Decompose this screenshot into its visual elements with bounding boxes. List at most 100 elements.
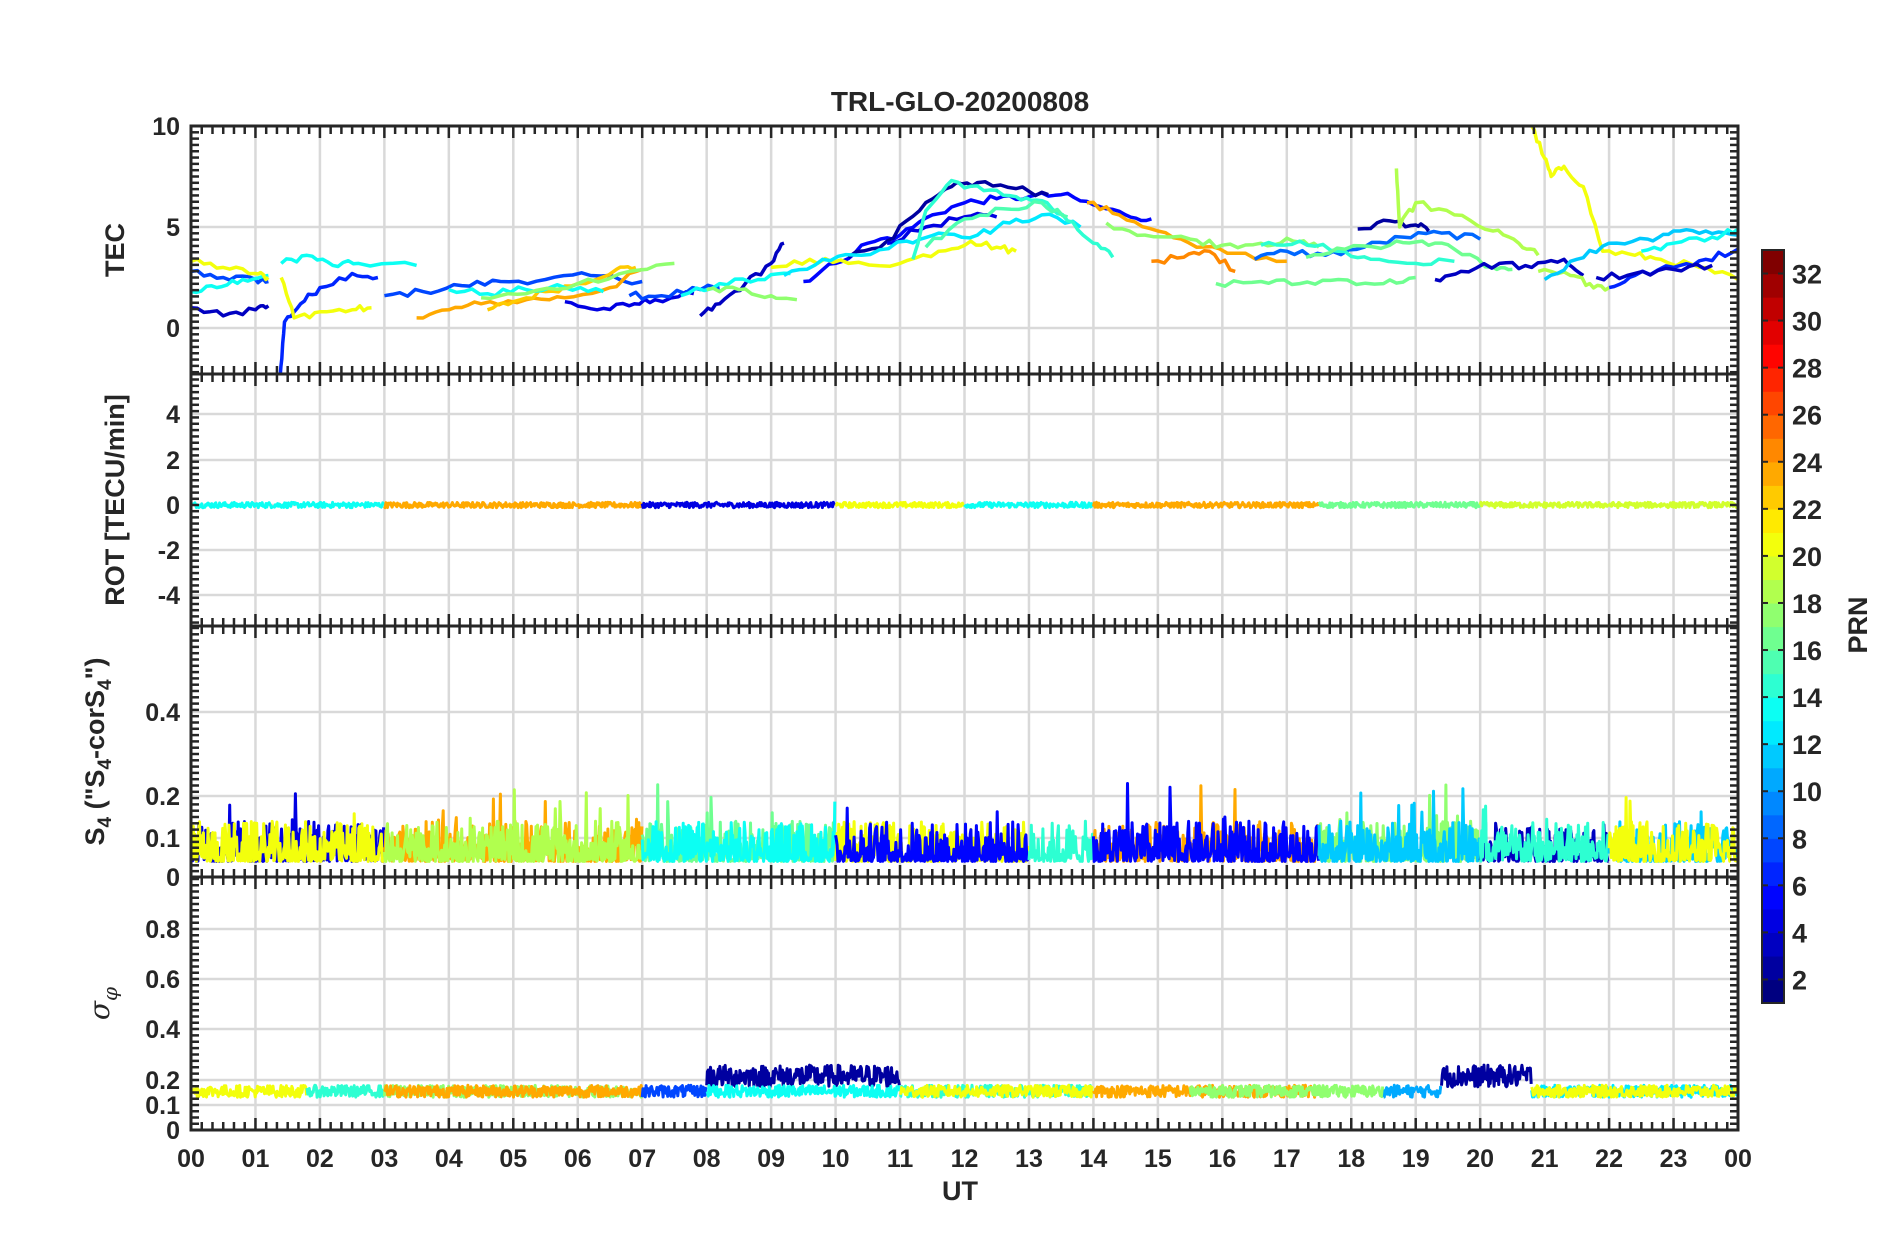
tec-series-prn-5 <box>803 191 1152 284</box>
colorbar-tick-label: 30 <box>1792 307 1822 337</box>
colorbar-band <box>1762 932 1784 957</box>
noise-series-prn-19 <box>1478 500 1738 510</box>
tec-series-prn-3 <box>1595 262 1713 282</box>
colorbar-band <box>1762 579 1784 604</box>
x-tick-label: 10 <box>822 1145 850 1173</box>
noise-series-prn-14 <box>305 1083 386 1099</box>
y-tick-label: 5 <box>166 214 180 242</box>
x-tick-label: 23 <box>1660 1145 1688 1173</box>
y-axis-label: S4 ("S4-corS4") <box>80 658 116 846</box>
x-tick-label: 15 <box>1144 1145 1172 1173</box>
colorbar-band <box>1762 908 1784 934</box>
y-tick-label: 0.1 <box>145 1092 180 1120</box>
colorbar-band <box>1762 532 1784 557</box>
x-tick-label: 02 <box>306 1145 334 1173</box>
noise-series-prn-2 <box>705 1063 901 1089</box>
s4-panel: 0.4 0.2 0.1 0 S4 ("S4-corS4") <box>80 624 1740 892</box>
x-tick-label: 17 <box>1273 1145 1301 1173</box>
y-tick-label: 0.8 <box>145 916 180 944</box>
x-tick-label: 21 <box>1531 1145 1559 1173</box>
tec-series-prn-17 <box>706 285 798 302</box>
y-tick-label: -2 <box>158 537 180 565</box>
noise-series-prn-16 <box>1317 500 1482 510</box>
y-tick-label: 0.2 <box>145 1067 180 1095</box>
y-minor-ticks <box>191 124 1738 374</box>
tec-series-prn-6 <box>278 271 379 374</box>
x-minor-ticks <box>200 374 1729 626</box>
colorbar-band <box>1762 673 1784 698</box>
x-tick-label: 18 <box>1337 1145 1365 1173</box>
colorbar-band <box>1762 814 1784 839</box>
y-axis-label: ROT [TECU/min] <box>100 394 130 605</box>
y-tick-label: 0 <box>166 1117 180 1145</box>
colorbar-tick-label: 28 <box>1792 354 1822 384</box>
tec-series-prn-13 <box>191 273 269 295</box>
colorbar-tick-label: 32 <box>1792 260 1822 290</box>
y-tick-label: 2 <box>166 447 180 475</box>
tec-series-prn-14 <box>1260 239 1455 267</box>
x-tick-label: 16 <box>1208 1145 1236 1173</box>
colorbar-label: PRN <box>1843 596 1873 653</box>
x-tick-label: 04 <box>435 1145 463 1173</box>
noise-series-prn-20 <box>191 1084 276 1099</box>
tec-panel: 10 5 0 TEC <box>100 113 1740 376</box>
x-tick-labels: 00 01 02 03 04 05 06 07 08 09 10 11 12 13 14 15 16 17 18 19… <box>177 1145 1752 1173</box>
colorbar-band <box>1762 602 1784 628</box>
x-tick-label: 09 <box>757 1145 785 1173</box>
colorbar-band <box>1762 697 1784 722</box>
colorbar-band <box>1762 297 1784 322</box>
colorbar-tick-label: 8 <box>1792 824 1807 854</box>
colorbar-tick-label: 20 <box>1792 542 1822 572</box>
tec-series-prn-20 <box>1530 126 1738 281</box>
tec-series-prn-20 <box>191 257 270 282</box>
y-tick-label: 0.4 <box>145 1016 180 1044</box>
noise-series-prn-2 <box>1440 1063 1533 1089</box>
y-tick-label: 0.6 <box>145 966 180 994</box>
y-tick-label: 0 <box>166 864 180 892</box>
x-tick-label: 14 <box>1080 1145 1108 1173</box>
colorbar-tick-label: 2 <box>1792 965 1807 995</box>
x-tick-label: 07 <box>628 1145 656 1173</box>
y-tick-label: 4 <box>166 401 180 429</box>
colorbar-tick-label: 4 <box>1792 918 1807 948</box>
noise-series-prn-23 <box>383 1083 644 1099</box>
data-layer <box>191 782 1738 863</box>
y-tick-label: 0.1 <box>145 825 180 853</box>
tec-series-prn-18 <box>1394 168 1540 257</box>
y-minor-ticks <box>191 626 1738 879</box>
y-tick-label: 0.4 <box>145 699 180 727</box>
colorbar-band <box>1762 744 1784 769</box>
colorbar-band <box>1762 838 1784 863</box>
x-minor-ticks <box>200 126 1729 374</box>
colorbar-band <box>1762 485 1784 510</box>
noise-series-prn-20 <box>898 1083 1094 1099</box>
colorbar-band <box>1762 250 1784 275</box>
tec-series-prn-13 <box>448 282 605 298</box>
noise-series-prn-20 <box>273 1084 308 1099</box>
x-tick-label: 13 <box>1015 1145 1043 1173</box>
tec-series-prn-16 <box>1215 275 1416 288</box>
noise-series-prn-13 <box>705 1083 901 1099</box>
noise-series-prn-23 <box>1091 500 1320 510</box>
data-layer <box>191 500 1738 510</box>
tec-series-prn-6 <box>1608 247 1738 290</box>
noise-series-prn-10 <box>1382 1083 1443 1099</box>
y-tick-label: 0 <box>166 315 180 343</box>
noise-series-prn-23 <box>383 500 644 510</box>
colorbar-band <box>1762 767 1784 792</box>
colorbar-band <box>1762 344 1784 369</box>
chart-title: TRL-GLO-20200808 <box>831 86 1089 117</box>
tec-series-prn-24 <box>1151 248 1236 274</box>
noise-series-prn-11 <box>1317 787 1482 863</box>
y-tick-label: 10 <box>152 113 180 141</box>
tec-series-prn-13 <box>280 253 418 269</box>
x-tick-label: 08 <box>693 1145 721 1173</box>
noise-series-prn-13 <box>963 500 1095 510</box>
y-axis-label: TEC <box>100 223 130 277</box>
noise-series-prn-5 <box>834 806 1030 863</box>
colorbar-tick-label: 12 <box>1792 730 1822 760</box>
tec-series-prn-3 <box>191 303 270 318</box>
sigma-phi-panel: 0.8 0.6 0.4 0.20.10 σφ <box>83 875 1740 1145</box>
tec-series-prn-13 <box>1640 227 1738 253</box>
